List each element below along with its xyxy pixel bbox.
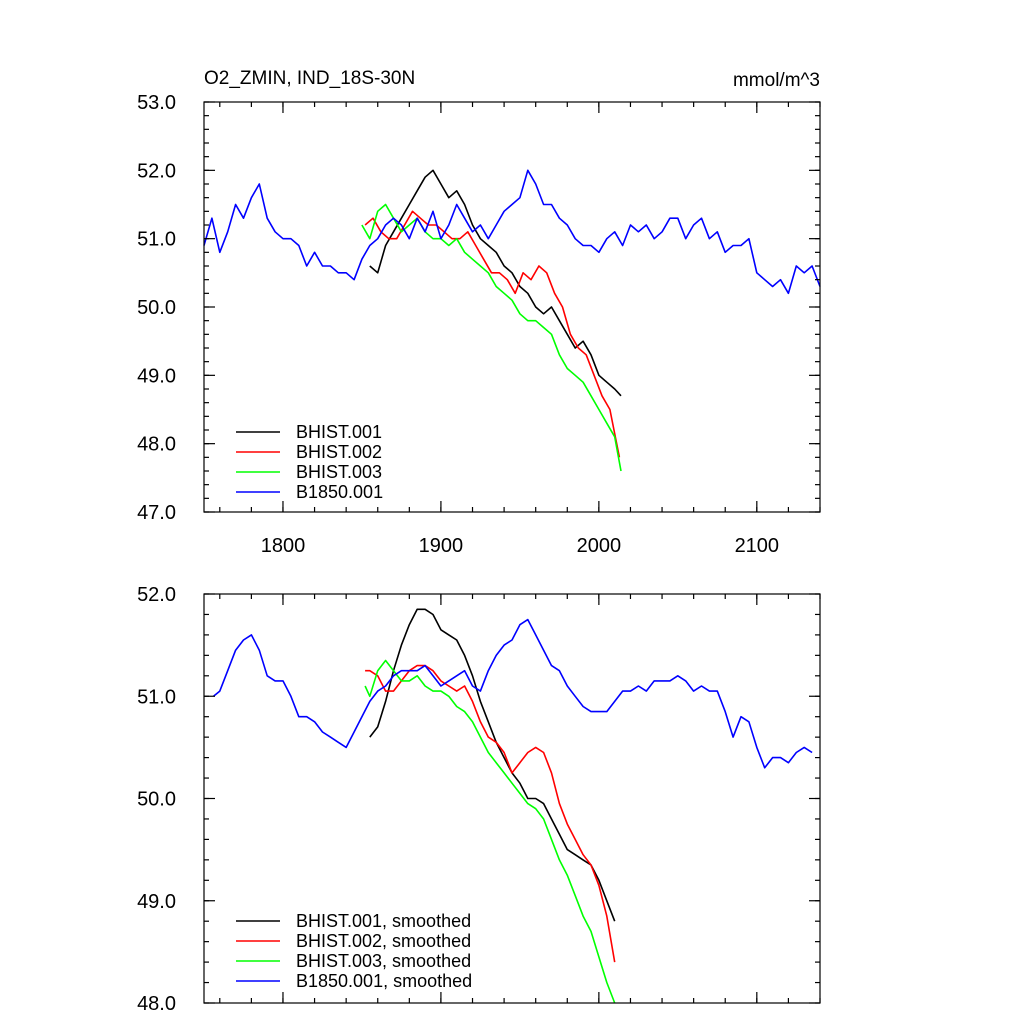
y-tick-label: 47.0 [137, 502, 176, 524]
series-line-4 [203, 169, 821, 295]
y-tick-label: 49.0 [137, 365, 176, 387]
y-tick-label: 48.0 [137, 993, 176, 1015]
legend-label: BHIST.003 [296, 462, 382, 482]
x-tick-label: 2100 [735, 535, 780, 557]
series-line-3 [361, 203, 622, 472]
legend-label: B1850.001, smoothed [296, 971, 472, 991]
series-line-2 [364, 210, 621, 458]
y-tick-label: 50.0 [137, 297, 176, 319]
y-tick-label: 51.0 [137, 686, 176, 708]
chart-title: O2_ZMIN, IND_18S-30N [204, 68, 415, 89]
series-line-2 [365, 664, 616, 963]
legend-label: BHIST.002 [296, 442, 382, 462]
y-tick-label: 53.0 [137, 92, 176, 114]
x-tick-label: 1800 [261, 535, 306, 557]
series-line-4 [212, 618, 813, 769]
x-tick-label: 2000 [577, 535, 622, 557]
units-label: mmol/m^3 [733, 70, 820, 91]
legend-label: BHIST.002, smoothed [296, 931, 471, 951]
panel-top: 1800 1900 2000 2100 47.0 48.0 49.0 50.0 51.0 52.0… [137, 92, 821, 557]
x-tick-label: 1900 [419, 535, 464, 557]
y-tick-label: 48.0 [137, 434, 176, 456]
legend-label: B1850.001 [296, 482, 383, 502]
y-tick-label: 52.0 [137, 584, 176, 606]
y-tick-label: 49.0 [137, 891, 176, 913]
series-line-1 [369, 169, 622, 397]
series-line-1 [369, 608, 616, 922]
legend-label: BHIST.001, smoothed [296, 911, 471, 931]
y-tick-label: 50.0 [137, 789, 176, 811]
series-line-3 [364, 659, 616, 1004]
legend-label: BHIST.001 [296, 422, 382, 442]
legend-label: BHIST.003, smoothed [296, 951, 471, 971]
y-tick-label: 51.0 [137, 229, 176, 251]
y-tick-label: 52.0 [137, 160, 176, 182]
